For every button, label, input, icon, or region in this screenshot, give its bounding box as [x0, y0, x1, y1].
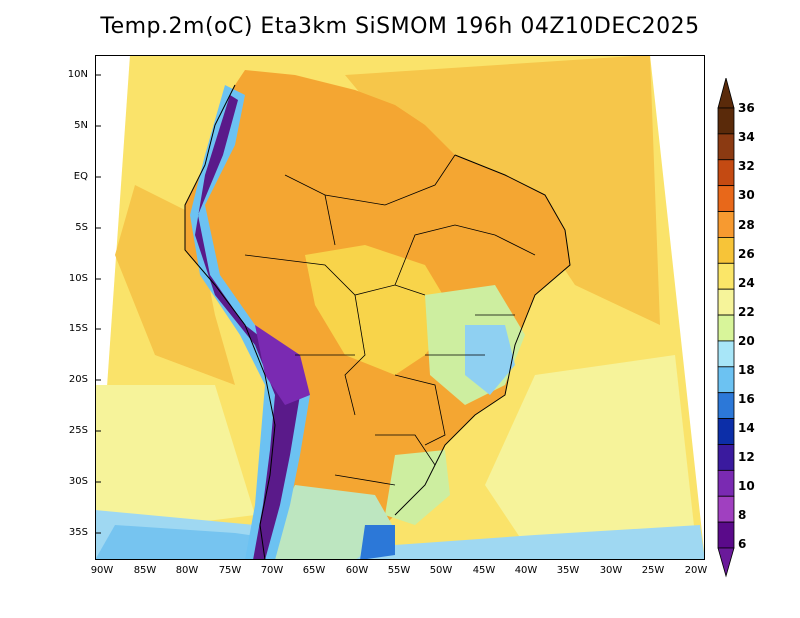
colorbar-label: 16: [738, 392, 755, 406]
andes-altiplano: [255, 325, 310, 405]
colorbar-segment: [717, 444, 735, 471]
colorbar: [717, 78, 735, 578]
colorbar-segment: [717, 366, 735, 394]
colorbar-segment: [717, 392, 735, 419]
colorbar-segment: [717, 159, 735, 187]
colorbar-label: 20: [738, 334, 755, 348]
lon-label: 75W: [218, 565, 242, 576]
south-pacific-region: [95, 385, 255, 535]
lat-label: 10N: [67, 69, 88, 80]
lat-label: EQ: [73, 171, 88, 182]
lat-label: 15S: [68, 323, 88, 334]
colorbar-label: 32: [738, 159, 755, 173]
colorbar-label: 6: [738, 537, 747, 551]
lon-label: 60W: [345, 565, 369, 576]
colorbar-segment: [717, 107, 735, 135]
la-plata-blue: [360, 525, 395, 560]
lon-label: 30W: [599, 565, 623, 576]
interior-yellow-region: [305, 245, 455, 375]
lon-label: 90W: [90, 565, 114, 576]
lat-label: 25S: [68, 425, 88, 436]
lon-label: 85W: [133, 565, 157, 576]
highlands-blue: [465, 325, 515, 395]
country-borders: [244, 154, 536, 486]
colorbar-segment: [717, 262, 735, 290]
lon-label: 65W: [302, 565, 326, 576]
temperature-map: [95, 55, 705, 560]
cool-ocean-region: [485, 355, 695, 545]
colorbar-label: 30: [738, 188, 755, 202]
colorbar-label: 18: [738, 363, 755, 377]
colorbar-segment: [717, 495, 735, 523]
colorbar-bottom-arrow: [717, 547, 735, 578]
lon-label: 35W: [556, 565, 580, 576]
colorbar-label: 8: [738, 508, 747, 522]
lon-label: 50W: [429, 565, 453, 576]
lat-label: 20S: [68, 374, 88, 385]
colorbar-label: 28: [738, 218, 755, 232]
lon-label: 25W: [641, 565, 665, 576]
colorbar-segment: [717, 133, 735, 161]
colorbar-label: 14: [738, 421, 755, 435]
lat-label: 35S: [68, 527, 88, 538]
lon-label: 40W: [514, 565, 538, 576]
colorbar-segment: [717, 340, 735, 368]
pacific-coastline: [184, 84, 276, 560]
lat-label: 30S: [68, 476, 88, 487]
colorbar-segments: [717, 78, 735, 578]
brazil-coastline: [394, 154, 571, 516]
lat-label: 10S: [68, 273, 88, 284]
colorbar-label: 12: [738, 450, 755, 464]
colorbar-label: 10: [738, 479, 755, 493]
lon-label: 45W: [472, 565, 496, 576]
colorbar-segment: [717, 237, 735, 264]
colorbar-label: 26: [738, 247, 755, 261]
colorbar-segment: [717, 288, 735, 316]
colorbar-segment: [717, 521, 735, 549]
lat-label: 5S: [75, 222, 88, 233]
lon-label: 20W: [684, 565, 708, 576]
colorbar-label: 24: [738, 276, 755, 290]
colorbar-top-arrow: [717, 78, 735, 109]
map-title: Temp.2m(oC) Eta3km SiSMOM 196h 04Z10DEC2…: [100, 14, 700, 39]
pacific-coastal-warm: [115, 185, 235, 385]
lat-label: 5N: [74, 120, 88, 131]
colorbar-segment: [717, 211, 735, 238]
colorbar-label: 36: [738, 101, 755, 115]
plot-frame: [95, 55, 705, 560]
colorbar-segment: [717, 418, 735, 445]
colorbar-segment: [717, 469, 735, 497]
lon-label: 70W: [260, 565, 284, 576]
colorbar-segment: [717, 314, 735, 342]
andes-core: [195, 95, 300, 560]
map-plot-area: [95, 55, 705, 560]
lon-label: 80W: [175, 565, 199, 576]
lon-label: 55W: [387, 565, 411, 576]
colorbar-label: 34: [738, 130, 755, 144]
southern-brazil-cool: [385, 450, 450, 525]
colorbar-segment: [717, 185, 735, 212]
colorbar-label: 22: [738, 305, 755, 319]
